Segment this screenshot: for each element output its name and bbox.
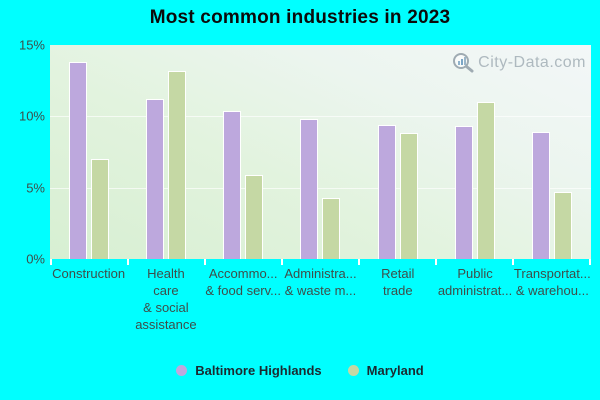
bar-group-accommo-food-serv	[205, 45, 282, 259]
bar-group-public-administrat	[436, 45, 513, 259]
legend-dot-baltimore-highlands	[176, 365, 188, 376]
x-tick-cell	[512, 259, 591, 265]
bar-maryland-health-care-social-assistance	[167, 71, 186, 259]
bar-baltimore-highlands-accommo-food-serv	[223, 111, 242, 259]
x-label-retail-trade: Retail trade	[381, 266, 415, 298]
plot-area: City-Data.com	[50, 45, 591, 259]
watermark-text: City-Data.com	[478, 54, 586, 71]
y-tick-label-15%: 15%	[18, 37, 45, 53]
y-axis: 0% 5% 10% 15%	[0, 38, 45, 267]
x-label-public-administrat: Public administrat...	[437, 266, 513, 298]
bar-group-administra-waste-m	[282, 45, 359, 259]
x-tick-cell	[127, 259, 204, 265]
x-tick-cell	[358, 259, 435, 265]
x-tick-cell	[435, 259, 512, 265]
bar-baltimore-highlands-public-administrat	[455, 126, 474, 259]
bar-baltimore-highlands-construction	[68, 62, 87, 259]
legend-item-baltimore-highlands: Baltimore Highlands	[176, 363, 322, 378]
x-label-construction: Construction	[52, 266, 126, 281]
y-tick-label-10%: 10%	[18, 108, 45, 124]
x-label-accommo-food-serv: Accommo... & food serv...	[205, 266, 282, 298]
bar-baltimore-highlands-retail-trade	[377, 125, 396, 259]
bar-baltimore-highlands-administra-waste-m	[300, 119, 319, 259]
bar-maryland-public-administrat	[477, 102, 496, 259]
y-tick-label-5%: 5%	[26, 180, 45, 196]
bar-group-health-care-social-assistance	[127, 45, 204, 259]
y-tick-label-0%: 0%	[26, 251, 45, 267]
bar-maryland-accommo-food-serv	[245, 175, 264, 259]
legend-label: Baltimore Highlands	[195, 363, 322, 378]
bar-group-retail-trade	[359, 45, 436, 259]
bar-baltimore-highlands-transportat-warehou	[532, 132, 551, 259]
bar-maryland-administra-waste-m	[322, 198, 341, 259]
bar-maryland-transportat-warehou	[554, 192, 573, 259]
x-axis-labels: Construction Health care & social assistance…	[50, 265, 591, 333]
x-label-administra-waste-m: Administra... & waste m...	[284, 266, 357, 298]
watermark-link[interactable]: City-Data.com	[452, 52, 586, 74]
x-axis-tick-strip	[50, 259, 591, 265]
legend-dot-maryland	[347, 365, 359, 376]
x-tick-cell	[204, 259, 281, 265]
x-label-transportat-warehou: Transportat... & warehou...	[513, 266, 591, 298]
legend: Baltimore Highlands Maryland	[0, 363, 600, 378]
x-tick-cell	[50, 259, 127, 265]
gridline-10%	[50, 116, 591, 118]
bar-group-transportat-warehou	[514, 45, 591, 259]
magnifier-barchart-icon	[453, 53, 474, 73]
chart-title: Most common industries in 2023	[149, 7, 451, 28]
bar-group-construction	[50, 45, 127, 259]
bar-maryland-retail-trade	[399, 133, 418, 259]
bars-row	[50, 45, 591, 259]
legend-label: Maryland	[366, 363, 424, 378]
x-tick-cell	[281, 259, 358, 265]
x-label-health-care-social-assistance: Health care & social assistance	[135, 266, 197, 332]
gridline-5%	[50, 187, 591, 189]
bar-maryland-construction	[90, 159, 109, 259]
bar-baltimore-highlands-health-care-social-assistance	[145, 99, 164, 259]
legend-item-maryland: Maryland	[347, 363, 424, 378]
